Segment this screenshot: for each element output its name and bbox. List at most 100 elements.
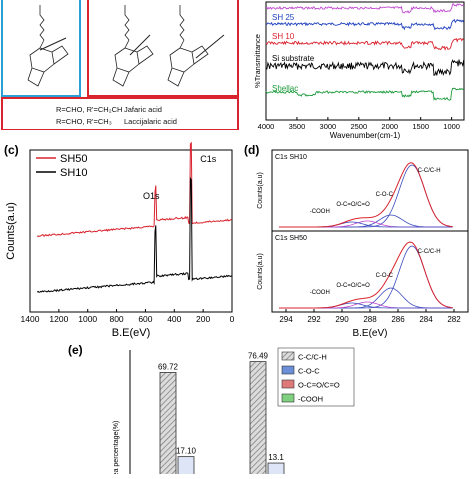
c1s-peak-cooh [279, 302, 453, 309]
legend-label: C-O-C [298, 367, 320, 376]
c1s-x-axis-label: B.E(eV) [352, 328, 387, 339]
c1s-chart: (d) C1s SH10 Counts(a.u) C-C/C-H C-O-C O-C=O/… [244, 143, 469, 339]
panel-a-structures: R=CHO, R'=CH₂CH Jafaric acid R=CHO, R'=C… [0, 0, 250, 131]
c1s-x-tick-label: 282 [447, 315, 461, 324]
c1s-label-cc: C-C/C-H [418, 168, 441, 174]
legend-sh50-label: SH50 [60, 153, 88, 165]
c1s-label-cc: C-C/C-H [418, 249, 441, 255]
legend-name1: Jafaric acid [124, 105, 162, 114]
legend-sh10-label: SH10 [60, 167, 88, 179]
ftir-x-tick-label: 3000 [320, 122, 337, 131]
panel-e-label: (e) [68, 343, 83, 357]
bar [267, 462, 285, 479]
ftir-x-tick-label: 1000 [443, 122, 460, 131]
c1s-label-coc: C-O-C [376, 273, 394, 279]
structure-1 [27, 5, 69, 87]
survey-y-axis-label: Counts(a.u) [5, 202, 17, 259]
caption-box [1, 97, 239, 131]
ftir-trace-sh10 [265, 37, 464, 51]
area-percentage-chart: (e) Area percentage(%) 69.72 17.10 76.49 13.1… [68, 343, 355, 479]
survey-trace-sh50 [36, 141, 233, 238]
survey-x-tick-label: 600 [138, 314, 152, 324]
survey-x-axis-label: B.E(eV) [112, 327, 151, 339]
c1s-label-cooh: -COOH [310, 209, 330, 215]
bar-value-label: 17.10 [176, 447, 197, 456]
survey-x-tick-label: 400 [167, 314, 181, 324]
bar-value-label: 76.49 [248, 352, 269, 361]
survey-x-tick-label: 0 [230, 314, 235, 324]
survey-x-tick-label: 200 [196, 314, 210, 324]
ftir-x-axis-label: Wavenumber(cm-1) [330, 131, 401, 140]
c1s-envelope [279, 162, 453, 228]
survey-x-tick-label: 1400 [21, 314, 40, 324]
ftir-x-tick-label: 2500 [350, 122, 367, 131]
c1s-subplot-title: C1s SH10 [275, 154, 307, 161]
ftir-x-tick-label: 2000 [381, 122, 398, 131]
legend-line1: R=CHO, R'=CH₂CH [56, 105, 122, 114]
c1s-frame-1 [271, 149, 469, 232]
c1s-label-cooh: -COOH [310, 290, 330, 296]
ftir-label-si: Si substrate [272, 54, 315, 63]
blue-structure-box [1, 0, 81, 97]
c1s-x-tick-label: 294 [279, 315, 293, 324]
ftir-label-shellac: Shellac [272, 84, 298, 93]
structure-3 [167, 5, 209, 87]
legend-label: -COOH [298, 395, 323, 404]
ftir-axes-frame [265, 1, 465, 121]
ftir-trace-shellac [265, 87, 464, 101]
panel-c-xps-survey: 1400 1200 1000 800 600 400 200 0 B.E(eV) Counts(a… [0, 141, 240, 342]
ftir-x-tick-label: 1500 [412, 122, 429, 131]
legend-box [277, 347, 355, 407]
c1s-peak-oco [279, 301, 453, 309]
legend-name2: Laccijalaric acid [124, 117, 177, 126]
ftir-trace-sh25 [265, 18, 465, 31]
c1s-label-coc: C-O-C [376, 192, 394, 198]
survey-o1s-label: O1s [143, 191, 160, 201]
panel-d-label: (d) [244, 143, 259, 157]
legend-swatch [281, 365, 295, 375]
ftir-trace-si [265, 59, 465, 76]
c1s-x-tick-label: 290 [335, 315, 349, 324]
c1s-frame-2 [271, 230, 469, 313]
ftir-trace-top [265, 3, 464, 14]
legend-label: C-C/C-H [298, 353, 327, 362]
bar-value-label: 69.72 [158, 362, 179, 371]
legend-swatch [281, 379, 295, 389]
bar [159, 372, 177, 479]
bar [177, 456, 195, 479]
structure-2 [112, 5, 154, 87]
c1s-x-tick-label: 292 [307, 315, 321, 324]
bar [249, 361, 267, 479]
panel-d-c1s: (d) C1s SH10 Counts(a.u) C-C/C-H C-O-C O-C=O/… [240, 142, 474, 342]
c1s-label-oco: O-C=O/C=O [336, 202, 370, 208]
survey-axes-frame [29, 149, 233, 313]
c1s-label-oco: O-C=O/C=O [336, 283, 370, 289]
survey-x-tick-label: 1200 [49, 314, 68, 324]
c1s-x-tick-label: 288 [363, 315, 377, 324]
bars-y-axis-label: Area percentage(%) [113, 421, 120, 474]
ftir-label-sh25: SH 25 [272, 13, 295, 22]
survey-x-tick-label: 800 [109, 314, 123, 324]
survey-x-tick-label: 1000 [78, 314, 97, 324]
c1s-envelope [279, 241, 453, 309]
xps-survey-chart: 1400 1200 1000 800 600 400 200 0 B.E(eV) Counts(a… [4, 141, 235, 339]
c1s-x-tick-label: 286 [391, 315, 405, 324]
ftir-y-axis-label: %Transmittance [253, 34, 262, 88]
c1s-subplot-title: C1s SH50 [275, 235, 307, 242]
c1s-y-axis-label: Counts(a.u) [257, 253, 264, 290]
panel-b-ftir: 4000 3500 3000 2500 2000 1500 1000 Wavenumber(c… [250, 0, 474, 140]
ftir-chart: 4000 3500 3000 2500 2000 1500 1000 Wavenumber(c… [253, 1, 465, 140]
c1s-y-axis-label: Counts(a.u) [257, 172, 264, 209]
survey-c1s-label: C1s [200, 154, 217, 164]
structures-drawing: R=CHO, R'=CH₂CH Jafaric acid R=CHO, R'=C… [1, 0, 239, 131]
survey-trace-sh10 [36, 176, 233, 293]
bar-value-label: 13.1 [268, 453, 284, 462]
ftir-label-sh10: SH 10 [272, 32, 295, 41]
legend-swatch [281, 351, 295, 361]
red-structure-box [87, 0, 239, 97]
legend-line2: R=CHO, R'=CH₃ [56, 117, 112, 126]
c1s-x-tick-label: 284 [419, 315, 433, 324]
panel-e-bars: (e) Area percentage(%) 69.72 17.10 76.49 13.1… [60, 342, 360, 479]
legend-label: O-C=O/C=O [298, 381, 340, 390]
ftir-x-tick-label: 3500 [289, 122, 306, 131]
